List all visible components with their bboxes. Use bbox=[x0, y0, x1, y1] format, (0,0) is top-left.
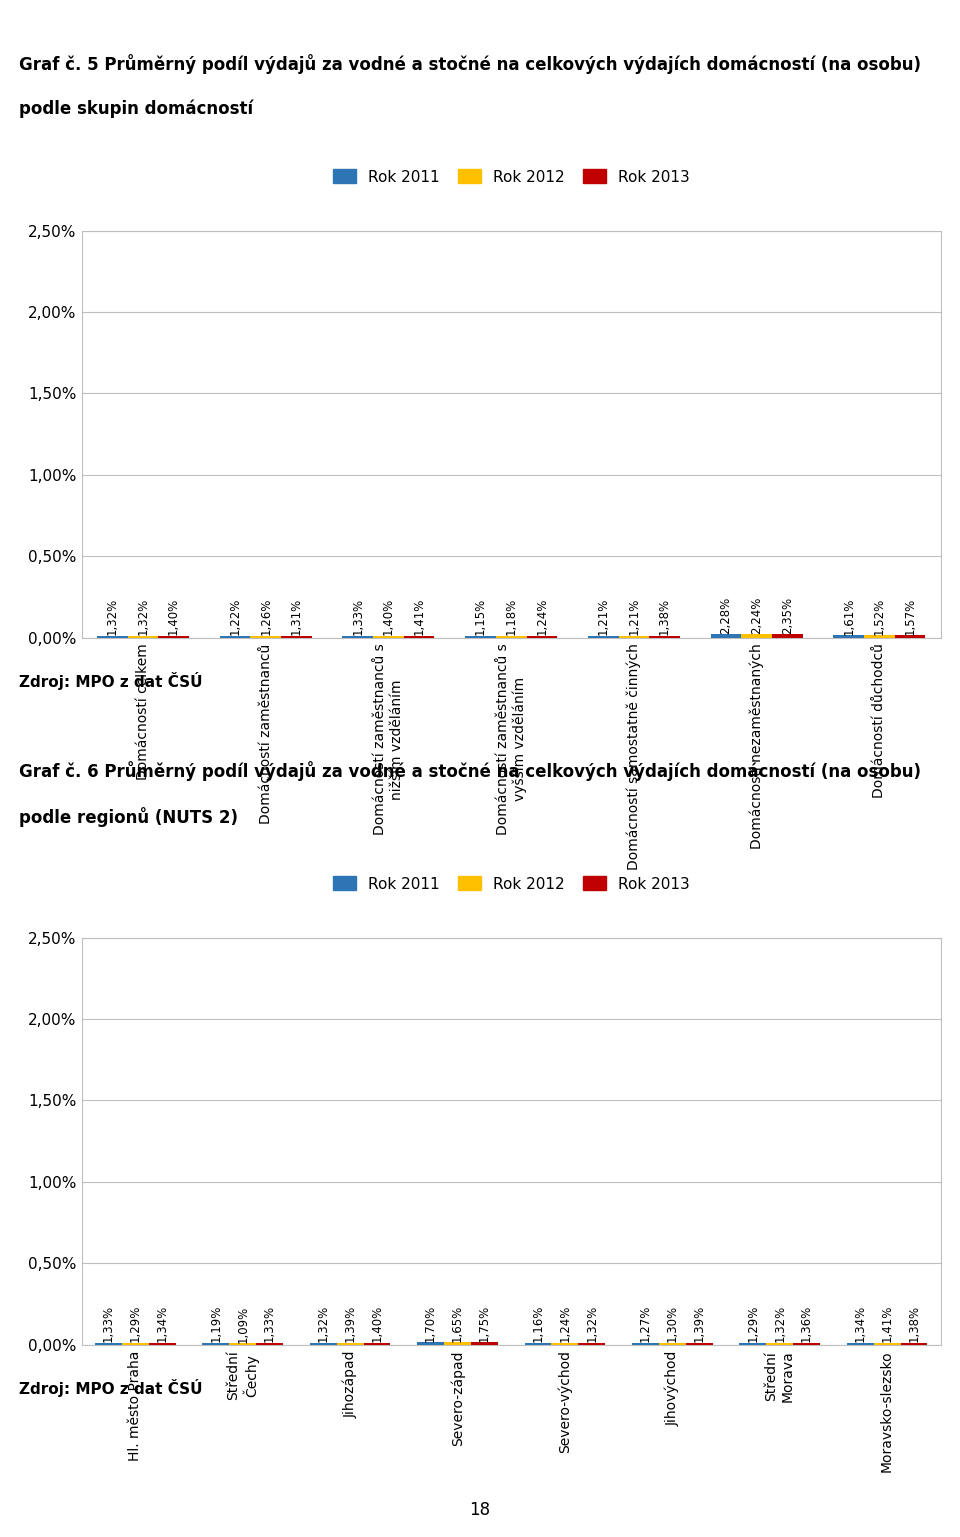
Text: 1,33%: 1,33% bbox=[263, 1305, 276, 1342]
Bar bbox=[343, 636, 373, 638]
Bar bbox=[772, 635, 803, 638]
Text: 1,41%: 1,41% bbox=[880, 1305, 894, 1342]
Text: 1,39%: 1,39% bbox=[344, 1305, 356, 1342]
Bar bbox=[404, 636, 435, 638]
Bar bbox=[632, 1343, 659, 1345]
Legend: Rok 2011, Rok 2012, Rok 2013: Rok 2011, Rok 2012, Rok 2013 bbox=[328, 871, 694, 896]
Bar bbox=[710, 635, 741, 638]
Text: Graf č. 6 Průměrný podíl výdajů za vodné a stočné na celkových výdajích domácnos: Graf č. 6 Průměrný podíl výdajů za vodné… bbox=[19, 761, 922, 781]
Text: 1,32%: 1,32% bbox=[586, 1305, 598, 1342]
Bar bbox=[466, 636, 496, 638]
Bar bbox=[310, 1343, 337, 1345]
Text: 1,36%: 1,36% bbox=[800, 1305, 813, 1342]
Bar bbox=[766, 1343, 793, 1345]
Bar bbox=[618, 636, 649, 638]
Text: Zdroj: MPO z dat ČSÚ: Zdroj: MPO z dat ČSÚ bbox=[19, 1379, 203, 1397]
Bar bbox=[364, 1343, 391, 1345]
Text: 1,41%: 1,41% bbox=[413, 598, 425, 635]
Text: 1,30%: 1,30% bbox=[666, 1305, 679, 1342]
Bar bbox=[97, 636, 128, 638]
Text: 1,33%: 1,33% bbox=[102, 1305, 115, 1342]
Bar bbox=[741, 635, 772, 638]
Bar bbox=[864, 635, 895, 638]
Bar bbox=[128, 636, 158, 638]
Text: 1,24%: 1,24% bbox=[536, 598, 548, 635]
Bar bbox=[496, 636, 526, 638]
Bar bbox=[229, 1343, 256, 1345]
Legend: Rok 2011, Rok 2012, Rok 2013: Rok 2011, Rok 2012, Rok 2013 bbox=[328, 164, 694, 189]
Bar bbox=[524, 1343, 551, 1345]
Text: 1,31%: 1,31% bbox=[290, 598, 303, 635]
Text: 1,38%: 1,38% bbox=[907, 1305, 921, 1342]
Bar bbox=[149, 1343, 176, 1345]
Text: 1,22%: 1,22% bbox=[228, 598, 242, 635]
Bar bbox=[158, 636, 189, 638]
Bar bbox=[418, 1342, 444, 1345]
Bar bbox=[578, 1343, 605, 1345]
Text: 1,38%: 1,38% bbox=[659, 598, 671, 635]
Text: 1,29%: 1,29% bbox=[746, 1305, 759, 1342]
Text: 1,09%: 1,09% bbox=[236, 1305, 250, 1343]
Text: 1,29%: 1,29% bbox=[129, 1305, 142, 1342]
Text: 1,21%: 1,21% bbox=[628, 598, 640, 635]
Bar bbox=[833, 635, 864, 638]
Text: 1,32%: 1,32% bbox=[317, 1305, 329, 1342]
Text: 1,33%: 1,33% bbox=[351, 598, 364, 635]
Bar bbox=[251, 636, 281, 638]
Bar bbox=[122, 1343, 149, 1345]
Text: 1,18%: 1,18% bbox=[505, 598, 517, 635]
Bar bbox=[900, 1343, 927, 1345]
Bar bbox=[526, 636, 557, 638]
Bar bbox=[373, 636, 404, 638]
Bar bbox=[847, 1343, 874, 1345]
Text: 1,40%: 1,40% bbox=[382, 598, 395, 635]
Text: 1,16%: 1,16% bbox=[532, 1305, 544, 1342]
Text: 1,27%: 1,27% bbox=[639, 1305, 652, 1342]
Text: 1,57%: 1,57% bbox=[903, 598, 917, 635]
Text: 1,40%: 1,40% bbox=[371, 1305, 383, 1342]
Bar bbox=[471, 1342, 498, 1345]
Text: podle regionů (NUTS 2): podle regionů (NUTS 2) bbox=[19, 807, 238, 827]
Bar bbox=[874, 1343, 900, 1345]
Bar bbox=[551, 1343, 578, 1345]
Text: 2,24%: 2,24% bbox=[750, 596, 763, 633]
Text: 1,61%: 1,61% bbox=[842, 598, 855, 635]
Text: 1,19%: 1,19% bbox=[209, 1305, 223, 1342]
Text: 1,26%: 1,26% bbox=[259, 598, 273, 635]
Text: 1,40%: 1,40% bbox=[167, 598, 180, 635]
Text: 1,32%: 1,32% bbox=[106, 598, 119, 635]
Bar bbox=[739, 1343, 766, 1345]
Text: 1,24%: 1,24% bbox=[559, 1305, 571, 1342]
Text: 2,35%: 2,35% bbox=[780, 596, 794, 633]
Bar bbox=[281, 636, 312, 638]
Bar bbox=[444, 1342, 471, 1345]
Bar bbox=[203, 1343, 229, 1345]
Text: 1,52%: 1,52% bbox=[873, 598, 886, 635]
Bar bbox=[659, 1343, 685, 1345]
Text: 1,39%: 1,39% bbox=[693, 1305, 706, 1342]
Text: 1,15%: 1,15% bbox=[474, 598, 487, 635]
Bar bbox=[895, 635, 925, 638]
Text: 1,32%: 1,32% bbox=[136, 598, 150, 635]
Text: 1,21%: 1,21% bbox=[597, 598, 610, 635]
Bar bbox=[685, 1343, 712, 1345]
Text: 1,70%: 1,70% bbox=[424, 1305, 437, 1342]
Text: 2,28%: 2,28% bbox=[719, 596, 732, 633]
Text: Zdroj: MPO z dat ČSÚ: Zdroj: MPO z dat ČSÚ bbox=[19, 672, 203, 690]
Bar bbox=[649, 636, 680, 638]
Bar bbox=[588, 636, 618, 638]
Text: 18: 18 bbox=[469, 1500, 491, 1519]
Text: podle skupin domácností: podle skupin domácností bbox=[19, 100, 253, 118]
Bar bbox=[256, 1343, 283, 1345]
Text: 1,34%: 1,34% bbox=[156, 1305, 169, 1342]
Text: 1,75%: 1,75% bbox=[478, 1305, 491, 1342]
Text: 1,32%: 1,32% bbox=[773, 1305, 786, 1342]
Bar bbox=[793, 1343, 820, 1345]
Bar bbox=[220, 636, 251, 638]
Text: Graf č. 5 Průměrný podíl výdajů za vodné a stočné na celkových výdajích domácnos: Graf č. 5 Průměrný podíl výdajů za vodné… bbox=[19, 54, 922, 74]
Bar bbox=[337, 1343, 364, 1345]
Bar bbox=[95, 1343, 122, 1345]
Text: 1,34%: 1,34% bbox=[853, 1305, 867, 1342]
Text: 1,65%: 1,65% bbox=[451, 1305, 464, 1342]
